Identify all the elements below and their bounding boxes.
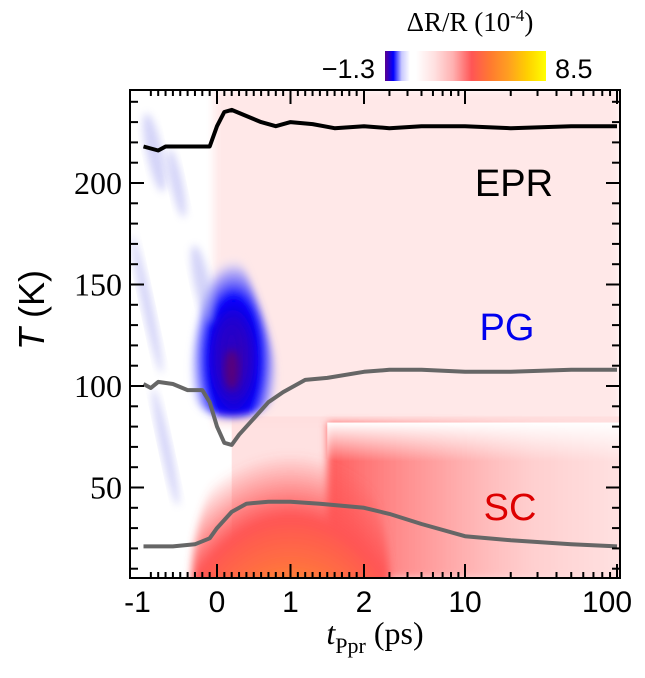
pg-peak (224, 349, 239, 390)
colorbar: ΔR/R (10-4) −1.3 8.5 (322, 6, 593, 84)
plot-frame (129, 89, 621, 579)
series-layer (142, 107, 618, 549)
colorbar-positive-band (416, 51, 546, 81)
colorbar-title: ΔR/R (10-4) (407, 6, 534, 37)
y-tick-label: 150 (74, 267, 122, 303)
y-tick-label: 100 (74, 368, 122, 404)
x-tick-label: 0 (209, 586, 226, 619)
colorbar-max-label: 8.5 (555, 54, 593, 84)
y-axis-label: T (K) (11, 270, 52, 350)
y-tick-label: 200 (74, 165, 122, 201)
colorbar-negative-band (385, 51, 410, 81)
phase-label-sc: SC (484, 487, 537, 529)
x-tick-label: 10 (448, 586, 481, 619)
series-line-epr-trace (142, 107, 617, 153)
negative-delay-streak-1 (167, 148, 186, 218)
x-tick-labels: -1 0 1 2 10 100 (124, 586, 632, 619)
colorbar-min-label: −1.3 (322, 54, 375, 84)
y-tick-label: 50 (90, 470, 122, 506)
sc-response-blob (191, 420, 390, 577)
x-tick-label: -1 (124, 586, 151, 619)
plot-area (131, 91, 619, 577)
x-tick-label: 2 (356, 586, 373, 619)
x-tick-label: 100 (582, 586, 632, 619)
negative-delay-streak-3 (131, 236, 163, 374)
heatmap-layer (131, 91, 619, 577)
negative-delay-streak-2 (190, 245, 214, 324)
series-line-sc-trace (143, 499, 618, 549)
axis-ticks (130, 90, 620, 578)
phase-label-pg: PG (480, 307, 535, 349)
negative-delay-streak-0 (143, 113, 166, 192)
x-axis-label: tPpr (ps) (326, 615, 423, 658)
negative-delay-streak-4 (152, 388, 179, 506)
series-line-pg-trace (142, 367, 617, 447)
y-tick-labels: 50 100 150 200 (74, 165, 122, 506)
x-tick-label: 1 (282, 586, 299, 619)
phase-label-epr: EPR (475, 163, 553, 205)
